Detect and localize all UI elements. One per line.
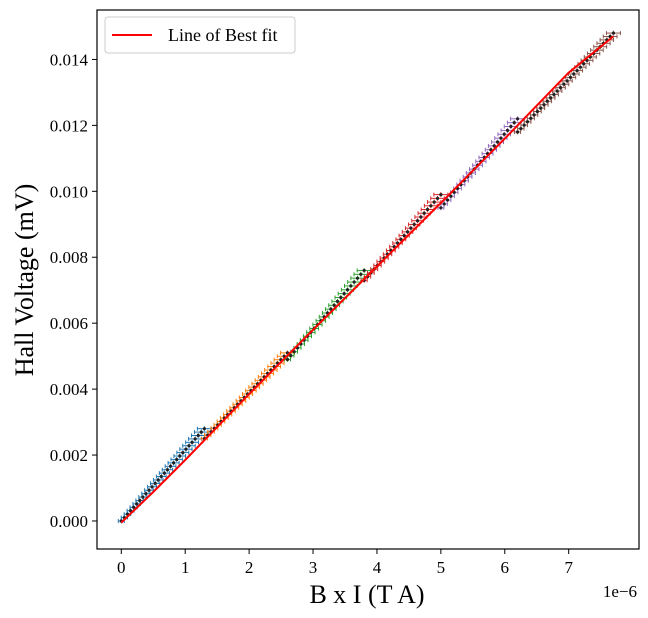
y-tick-label: 0.006 <box>50 314 88 333</box>
x-tick-label: 3 <box>309 558 318 577</box>
x-tick-label: 1 <box>181 558 190 577</box>
y-axis-title: Hall Voltage (mV) <box>10 184 39 377</box>
data-point <box>179 446 193 452</box>
data-point <box>126 508 135 514</box>
legend: Line of Best fit <box>104 16 296 54</box>
fit-layer <box>120 35 615 524</box>
data-point <box>548 91 559 97</box>
data-point <box>158 470 170 476</box>
y-tick-label: 0.000 <box>50 512 88 531</box>
x-axis-ticks: 0 1 2 3 4 5 6 7 <box>117 549 573 577</box>
data-point <box>353 271 369 277</box>
y-tick-label: 0.012 <box>50 116 88 135</box>
x-tick-label: 4 <box>373 558 382 577</box>
x-tick-label: 5 <box>437 558 446 577</box>
data-point <box>539 102 549 108</box>
data-point <box>536 105 546 111</box>
data-point <box>170 456 183 462</box>
best-fit-line <box>120 35 615 524</box>
data-point <box>164 463 177 469</box>
y-tick-label: 0.010 <box>50 182 88 201</box>
data-point <box>155 474 167 480</box>
data-point <box>605 30 621 36</box>
data-point <box>147 484 158 490</box>
x-axis-offset-label: 1e−6 <box>603 582 637 601</box>
x-tick-label: 2 <box>245 558 254 577</box>
legend-label-fit: Line of Best fit <box>168 25 277 45</box>
data-point <box>185 439 199 445</box>
data-point <box>173 453 187 459</box>
data-point <box>182 443 196 449</box>
y-tick-label: 0.004 <box>50 380 89 399</box>
data-point <box>430 195 445 201</box>
y-tick-label: 0.014 <box>50 50 89 69</box>
y-axis-ticks: 0.000 0.002 0.004 0.006 0.008 0.010 0.012 0.014 <box>50 50 97 531</box>
data-point <box>161 467 174 473</box>
x-axis-title: B x I (T A) <box>309 580 424 609</box>
data-point <box>144 487 154 493</box>
data-point <box>558 81 570 87</box>
data-point <box>487 143 501 149</box>
y-tick-label: 0.002 <box>50 446 88 465</box>
data-point <box>602 33 618 39</box>
y-tick-label: 0.008 <box>50 248 88 267</box>
data-marks <box>117 30 621 524</box>
x-tick-label: 7 <box>564 558 573 577</box>
data-point <box>577 61 590 67</box>
data-point <box>408 221 421 227</box>
data-point <box>167 460 180 466</box>
data-point <box>552 88 563 94</box>
data-point <box>141 491 151 497</box>
data-point <box>555 85 566 91</box>
legend-box <box>104 16 296 54</box>
x-tick-label: 6 <box>501 558 510 577</box>
data-point <box>427 199 442 205</box>
x-tick-label: 0 <box>117 558 126 577</box>
data-point <box>176 450 190 456</box>
data-point <box>132 501 141 507</box>
data-point <box>245 388 257 394</box>
plot-frame <box>96 9 640 550</box>
